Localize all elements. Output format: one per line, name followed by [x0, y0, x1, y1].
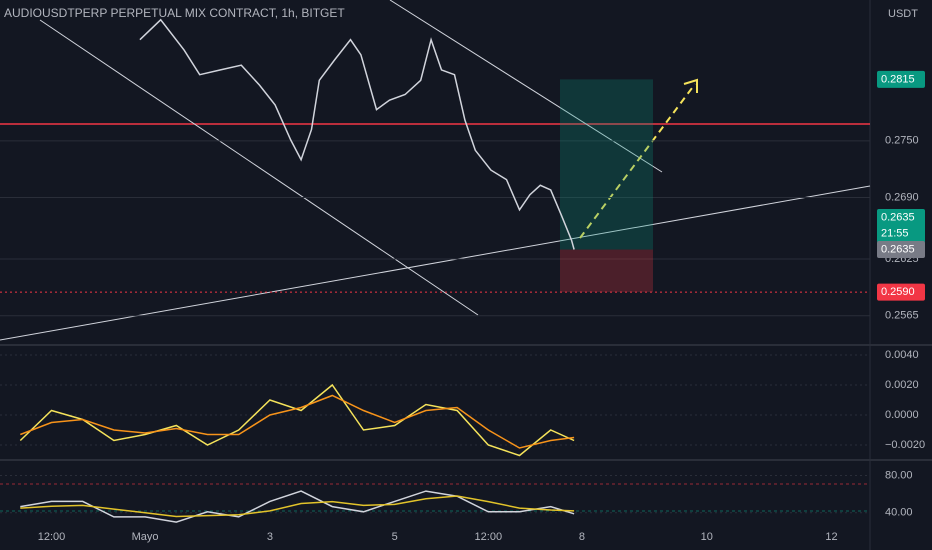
- countdown: 21:55: [881, 227, 909, 239]
- x-tick-label: 12: [825, 531, 837, 543]
- currency-label: USDT: [888, 8, 918, 20]
- y-tick-label: 0.2750: [885, 135, 919, 147]
- x-tick-label: 12:00: [475, 531, 503, 543]
- trend-line: [39, 19, 479, 316]
- loss-zone: [560, 249, 653, 293]
- x-tick-label: 12:00: [38, 531, 66, 543]
- chart-title: AUDIOUSDTPERP PERPETUAL MIX CONTRACT, 1h…: [4, 6, 345, 20]
- price-badge: [877, 209, 925, 244]
- price-badge: [877, 241, 925, 259]
- x-tick-label: 10: [701, 531, 713, 543]
- y-tick-label: 80.00: [885, 469, 913, 481]
- y-tick-label: −0.0020: [885, 439, 925, 451]
- x-tick-label: 5: [392, 531, 398, 543]
- price-badge: [877, 283, 925, 301]
- series-line: [139, 18, 575, 250]
- projection-arrow: [579, 83, 696, 239]
- y-tick-label: 0.0000: [885, 409, 919, 421]
- trend-line: [0, 185, 871, 341]
- x-tick-label: 8: [579, 531, 585, 543]
- y-tick-label: 0.0020: [885, 379, 919, 391]
- trend-line: [389, 0, 663, 173]
- series-line: [20, 490, 575, 523]
- price-badge: [877, 70, 925, 88]
- series-line: [20, 495, 575, 518]
- profit-zone: [560, 79, 653, 250]
- series-line: [19, 383, 575, 457]
- x-tick-label: 3: [267, 531, 273, 543]
- x-tick-label: Mayo: [132, 531, 159, 543]
- y-tick-label: 40.00: [885, 507, 913, 519]
- price-badge-label: 0.2635: [881, 243, 915, 255]
- arrow-head: [683, 78, 698, 93]
- y-tick-label: 0.2690: [885, 191, 919, 203]
- price-badge-label: 0.2635: [881, 211, 915, 223]
- y-tick-label: 0.0040: [885, 349, 919, 361]
- price-badge-label: 0.2590: [881, 286, 915, 298]
- y-tick-label: 0.2565: [885, 310, 919, 322]
- series-line: [20, 394, 575, 449]
- price-badge-label: 0.2815: [881, 73, 915, 85]
